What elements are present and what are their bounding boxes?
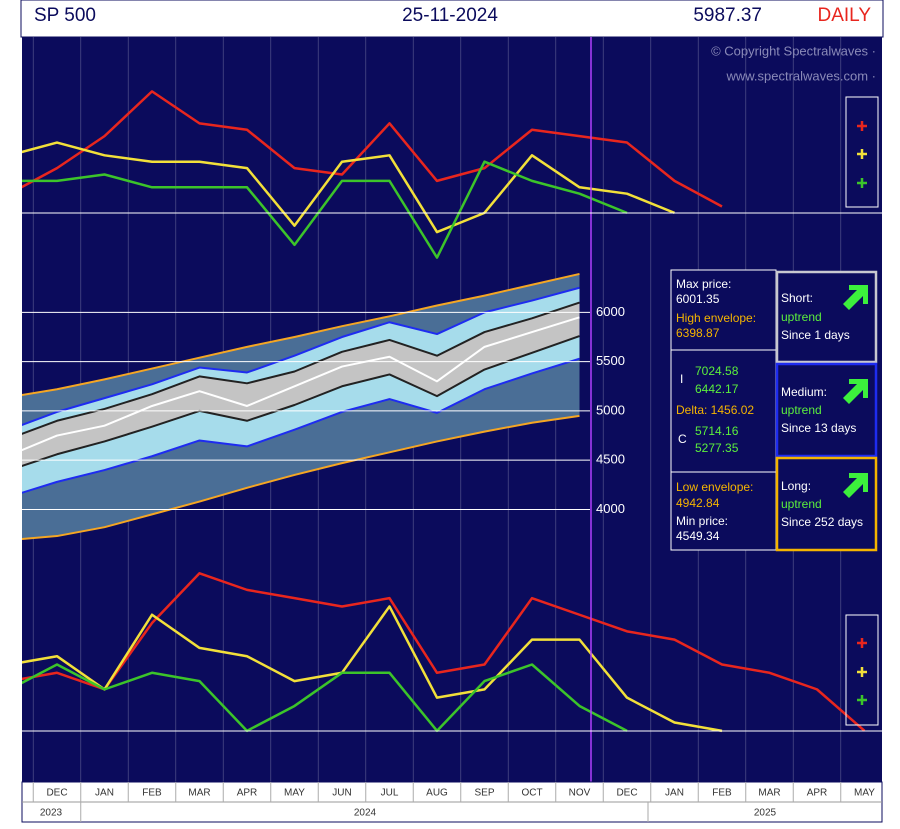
y-tick-label: 5000 — [596, 402, 625, 417]
chart-0 — [22, 272, 580, 540]
series-line — [22, 90, 723, 208]
trend-status: uptrend — [781, 310, 822, 324]
info-value: 5714.16 — [695, 424, 739, 438]
x-tick-label: APR — [237, 788, 258, 799]
header-bar — [20, 0, 884, 38]
x-tick-label: FEB — [712, 788, 732, 799]
info-label: Max price: — [676, 277, 731, 291]
series-line — [22, 301, 580, 435]
y-tick-label: 4500 — [596, 452, 625, 467]
x-tick-label: NOV — [569, 788, 591, 799]
info-label: High envelope: — [676, 311, 756, 325]
series-line — [22, 335, 580, 467]
x-tick-label: DEC — [46, 788, 67, 799]
series-line — [22, 141, 675, 234]
x-tick-label: FEB — [142, 788, 162, 799]
info-value: 6398.87 — [676, 326, 720, 340]
series-line — [22, 272, 580, 397]
copyright: © Copyright Spectralwaves · — [711, 43, 876, 58]
info-value: 4549.34 — [676, 529, 720, 543]
x-tick-label: APR — [807, 788, 828, 799]
trend-label: Long: — [781, 479, 811, 493]
trend-panel: Short: uptrend Since 1 days Medium: uptr… — [775, 270, 878, 552]
year-label: 2024 — [354, 808, 377, 819]
trend-status: uptrend — [781, 403, 822, 417]
info-value: 5277.35 — [695, 441, 739, 455]
copyright: www.spectralwaves.com · — [725, 68, 876, 83]
series-line — [22, 572, 866, 732]
x-tick-label: MAR — [188, 788, 210, 799]
year-label: 2023 — [40, 808, 63, 819]
x-tick-label: MAY — [284, 788, 305, 799]
x-axis-labels: NOV DEC JAN FEB MAR APR MAY JUN JUL AUG SEP OCT NOV D… — [0, 782, 875, 822]
y-tick-label: 6000 — [596, 304, 625, 319]
symbol: SP 500 — [34, 5, 96, 26]
x-tick-label: JUN — [332, 788, 351, 799]
info-panel: Max price: 6001.35 High envelope: 6398.8… — [670, 269, 777, 551]
plots: 4000 4500 5000 5500 6000 — [22, 90, 866, 733]
x-tick-label: NOV — [0, 788, 21, 799]
trend-since: Since 252 days — [781, 515, 863, 529]
osc-legend — [845, 614, 879, 726]
info-value: 6001.35 — [676, 292, 720, 306]
series-line — [22, 605, 723, 733]
y-tick-label: 5500 — [596, 353, 625, 368]
x-tick-label: JUL — [381, 788, 399, 799]
series-line — [22, 357, 580, 494]
date: 25-11-2024 — [402, 5, 498, 26]
price: 5987.37 — [693, 5, 762, 26]
trend-since: Since 1 days — [781, 328, 850, 342]
info-label: I — [680, 372, 683, 386]
x-tick-label: OCT — [521, 788, 542, 799]
series-line — [22, 663, 628, 733]
info-label: Min price: — [676, 514, 728, 528]
info-value: 6442.17 — [695, 382, 739, 396]
year-label: 2025 — [754, 808, 777, 819]
info-value: 7024.58 — [695, 364, 739, 378]
y-tick-label: 4000 — [596, 501, 625, 516]
x-tick-label: JAN — [665, 788, 684, 799]
x-tick-label: MAR — [758, 788, 780, 799]
info-value: 4942.84 — [676, 496, 720, 510]
trend-status: uptrend — [781, 497, 822, 511]
x-tick-label: MAY — [854, 788, 875, 799]
series-line — [22, 414, 580, 540]
x-tick-label: SEP — [474, 788, 494, 799]
info-value: Delta: 1456.02 — [676, 403, 754, 417]
x-tick-label: JAN — [95, 788, 114, 799]
series-line — [22, 316, 580, 452]
trend-label: Short: — [781, 291, 813, 305]
trend-since: Since 13 days — [781, 421, 856, 435]
period: DAILY — [817, 5, 871, 26]
info-label: Low envelope: — [676, 480, 753, 494]
trend-label: Medium: — [781, 385, 827, 399]
x-tick-label: DEC — [616, 788, 637, 799]
x-tick-label: AUG — [426, 788, 448, 799]
info-label: C — [678, 432, 687, 446]
osc-legend — [845, 96, 879, 208]
chart-2 — [22, 572, 866, 733]
